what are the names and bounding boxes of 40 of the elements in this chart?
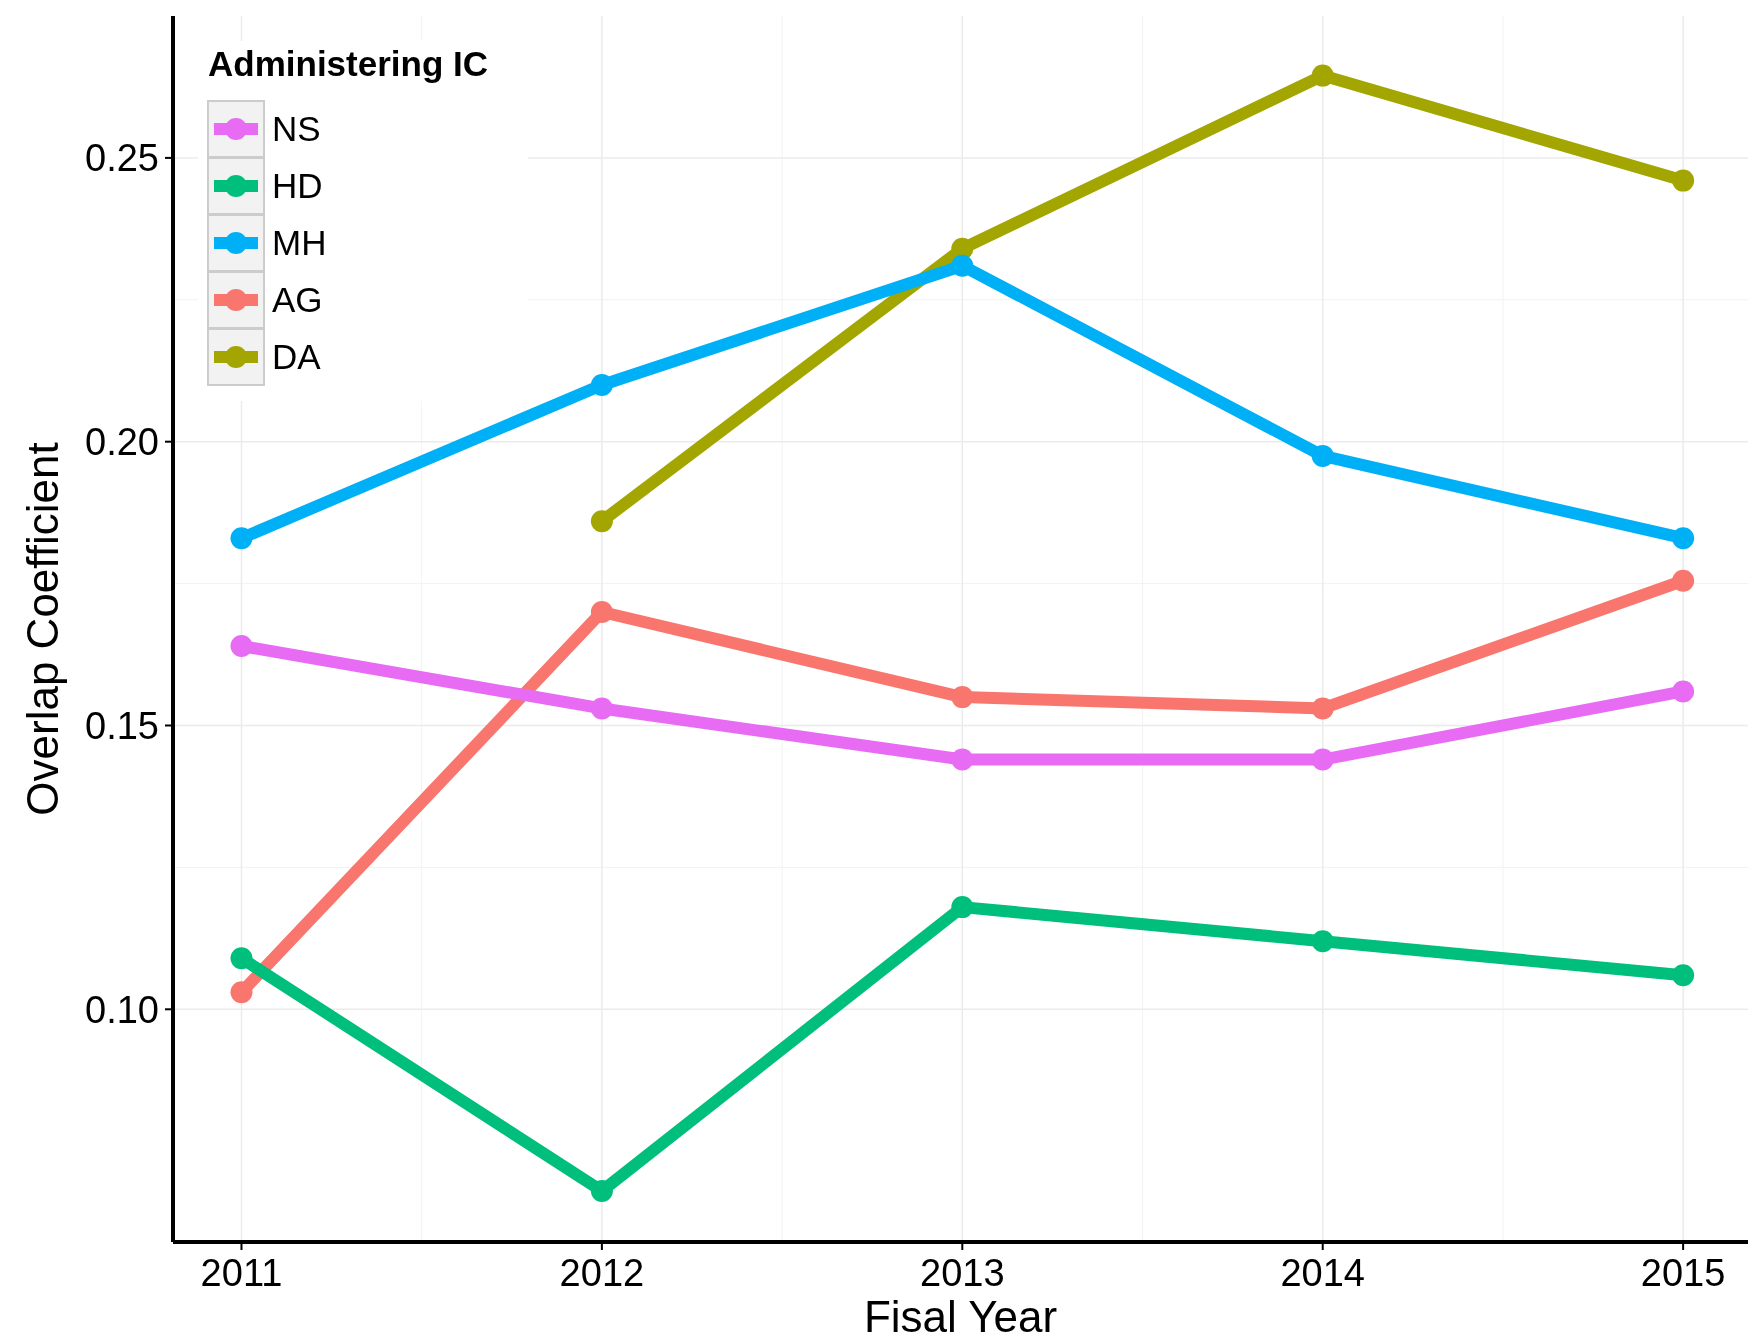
point: [1672, 569, 1695, 592]
legend-title: Administering IC: [208, 44, 489, 83]
point: [1672, 680, 1695, 703]
point: [590, 697, 613, 720]
y-tick-label: 0.15: [85, 704, 159, 747]
y-tick-label: 0.10: [85, 988, 159, 1031]
point: [590, 510, 613, 533]
point: [951, 686, 974, 709]
point: [590, 373, 613, 396]
legend-label: DA: [272, 337, 322, 377]
x-tick-label: 2013: [920, 1252, 1005, 1294]
legend-label: AG: [272, 280, 323, 320]
point: [1311, 748, 1334, 771]
x-tick-label: 2015: [1640, 1252, 1726, 1294]
y-tick-label: 0.25: [85, 137, 159, 180]
point: [230, 635, 253, 658]
legend-label: NS: [272, 109, 321, 149]
y-tick-label: 0.20: [85, 420, 159, 463]
point: [230, 527, 253, 550]
x-axis-title: Fisal Year: [863, 1292, 1058, 1341]
point: [590, 1179, 613, 1202]
point: [1311, 64, 1334, 87]
x-tick-label: 2011: [200, 1252, 283, 1294]
point: [1672, 169, 1695, 192]
point: [1311, 444, 1334, 467]
x-tick-label: 2012: [559, 1252, 645, 1294]
x-tick-label: 2014: [1280, 1252, 1365, 1294]
point: [951, 254, 974, 277]
point: [1311, 930, 1334, 953]
point: [230, 981, 253, 1004]
y-axis-title: Overlap Coefficient: [18, 442, 67, 816]
point: [1672, 964, 1695, 987]
legend-label: HD: [272, 166, 323, 206]
point: [1672, 527, 1695, 550]
point: [590, 600, 613, 623]
point: [951, 896, 974, 919]
point: [230, 947, 253, 970]
legend-label: MH: [272, 223, 327, 263]
point: [951, 748, 974, 771]
point: [1311, 697, 1334, 720]
